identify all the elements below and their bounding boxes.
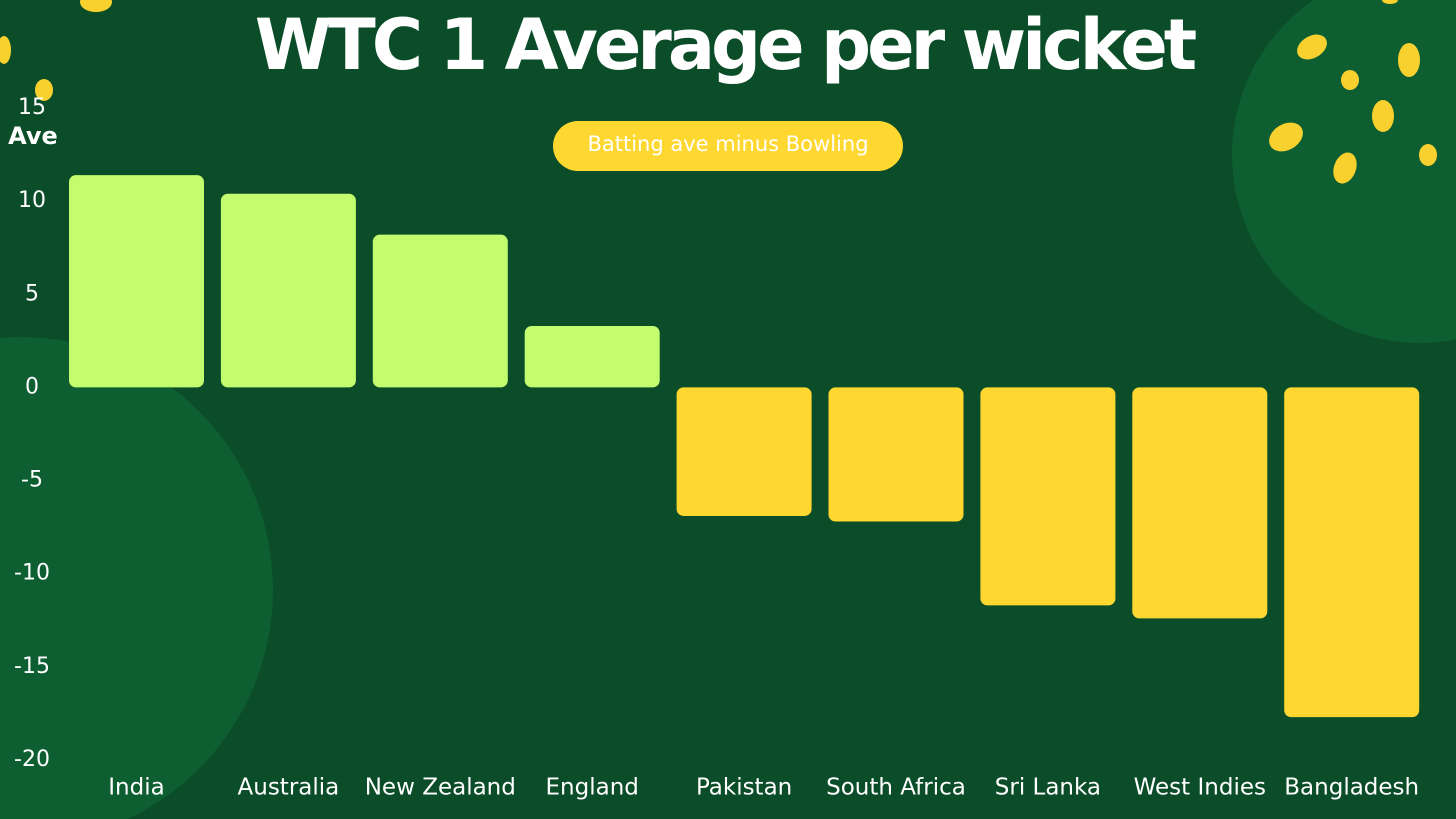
y-tick-label: 15 (18, 95, 46, 120)
x-tick-label: Pakistan (696, 775, 792, 801)
bar (220, 193, 356, 388)
y-axis-label: Ave (8, 122, 58, 150)
bar (828, 387, 964, 522)
y-tick-label: 0 (25, 374, 39, 399)
x-tick-label: New Zealand (365, 775, 516, 801)
bar (1132, 387, 1268, 619)
y-tick-label: -10 (14, 561, 50, 586)
chart-title: WTC 1 Average per wicket (255, 4, 1196, 86)
y-tick-label: -20 (14, 747, 50, 772)
bar (676, 387, 812, 516)
bar (980, 387, 1116, 606)
decor-dots (0, 0, 1437, 184)
x-tick-label: Sri Lanka (995, 775, 1101, 801)
decor-circle (0, 337, 273, 819)
bar (69, 175, 204, 388)
y-tick-label: -15 (14, 654, 50, 679)
bar (524, 325, 660, 388)
bar (372, 234, 508, 388)
x-tick-label: England (546, 775, 639, 801)
subtitle: Batting ave minus Bowling (587, 132, 868, 156)
y-tick-label: 5 (25, 281, 39, 306)
x-tick-label: West Indies (1134, 775, 1266, 801)
x-tick-label: India (108, 775, 164, 801)
x-tick-label: Australia (238, 775, 340, 801)
x-tick-label: Bangladesh (1284, 775, 1419, 801)
subtitle-pill (553, 121, 903, 171)
bar (1284, 387, 1420, 718)
x-tick-label: South Africa (826, 775, 966, 801)
y-tick-label: 10 (18, 188, 46, 213)
y-tick-label: -5 (21, 468, 43, 493)
